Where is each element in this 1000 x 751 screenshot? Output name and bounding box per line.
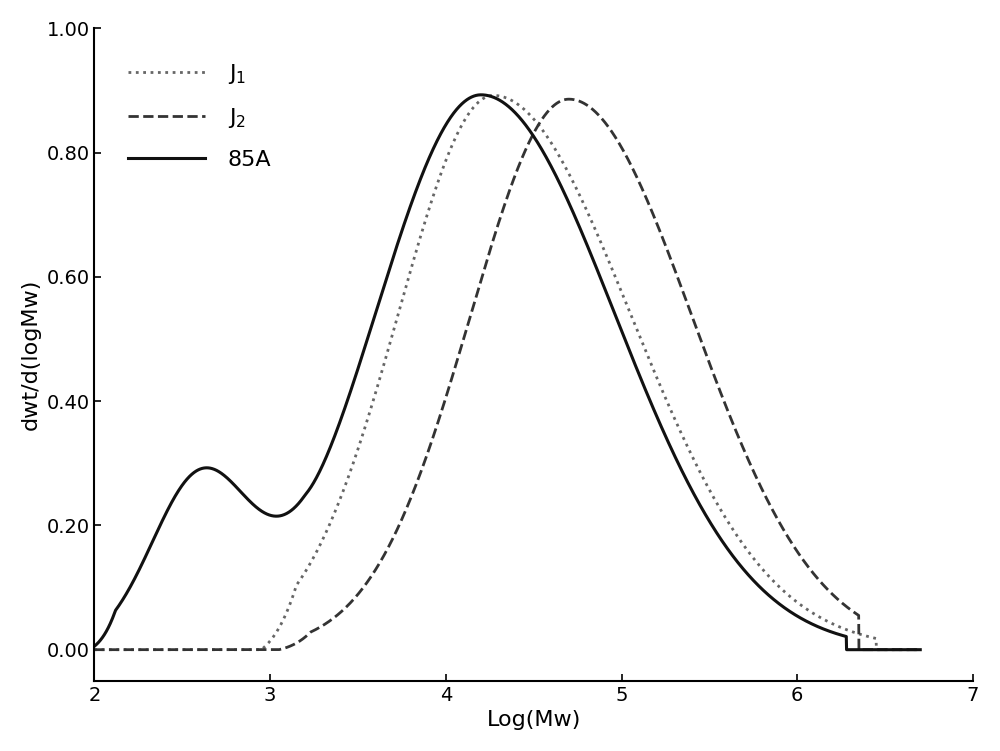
- J$_1$: [898, 645, 910, 654]
- 85A: [167, 496, 179, 505]
- J$_1$: [487, 91, 499, 100]
- J$_2$: [217, 645, 229, 654]
- J$_1$: [914, 645, 926, 654]
- 85A: [71, 645, 83, 654]
- J$_1$: [431, 181, 443, 190]
- 85A: [898, 645, 910, 654]
- J$_2$: [431, 421, 443, 430]
- Line: J$_1$: J$_1$: [77, 95, 920, 650]
- 85A: [431, 137, 443, 146]
- Legend: J$_1$, J$_2$, 85A: J$_1$, J$_2$, 85A: [105, 40, 294, 192]
- 85A: [475, 90, 487, 99]
- J$_2$: [167, 645, 179, 654]
- Line: 85A: 85A: [77, 95, 920, 650]
- J$_1$: [217, 645, 229, 654]
- 85A: [807, 620, 819, 629]
- J$_2$: [898, 645, 910, 654]
- 85A: [914, 645, 926, 654]
- 85A: [217, 470, 229, 479]
- J$_1$: [394, 303, 406, 312]
- J$_2$: [563, 95, 575, 104]
- J$_1$: [167, 645, 179, 654]
- 85A: [394, 231, 406, 240]
- Line: J$_2$: J$_2$: [77, 99, 920, 650]
- J$_2$: [914, 645, 926, 654]
- Y-axis label: dwt/d(logMw): dwt/d(logMw): [21, 279, 41, 430]
- X-axis label: Log(Mw): Log(Mw): [486, 710, 581, 730]
- J$_1$: [807, 609, 819, 618]
- J$_2$: [807, 569, 819, 578]
- J$_1$: [71, 645, 83, 654]
- J$_2$: [394, 518, 406, 527]
- J$_2$: [71, 645, 83, 654]
